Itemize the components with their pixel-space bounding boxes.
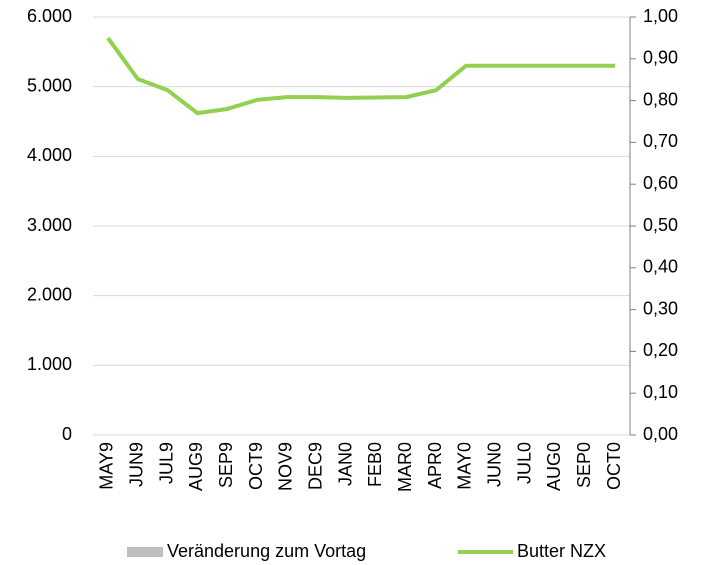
x-tick-label: NOV9 xyxy=(276,442,296,491)
x-tick-label: JUN0 xyxy=(485,442,505,487)
x-tick-label: OCT0 xyxy=(604,442,624,490)
x-tick-label: AUG0 xyxy=(544,442,564,491)
y2-tick-label: 0,50 xyxy=(643,215,678,235)
y2-tick-label: 0,60 xyxy=(643,173,678,193)
x-tick-label: JUN9 xyxy=(127,442,147,487)
y2-tick-label: 0,90 xyxy=(643,48,678,68)
y2-tick-label: 0,80 xyxy=(643,89,678,109)
y2-tick-label: 0,10 xyxy=(643,382,678,402)
legend-label: Veränderung zum Vortag xyxy=(167,541,366,561)
x-tick-label: SEP9 xyxy=(216,442,236,488)
x-tick-label: MAY9 xyxy=(97,442,117,490)
x-tick-label: APR0 xyxy=(425,442,445,489)
y2-tick-label: 1,00 xyxy=(643,6,678,26)
x-tick-label: AUG9 xyxy=(186,442,206,491)
legend-swatch xyxy=(127,547,163,557)
x-tick-label: MAY0 xyxy=(455,442,475,490)
y-tick-label: 3.000 xyxy=(27,215,72,235)
y-tick-label: 5.000 xyxy=(27,75,72,95)
y2-tick-label: 0,30 xyxy=(643,298,678,318)
y2-tick-label: 0,70 xyxy=(643,131,678,151)
line xyxy=(106,36,616,116)
y2-tick-label: 0,20 xyxy=(643,340,678,360)
x-tick-label: JAN0 xyxy=(335,442,355,486)
y-tick-label: 4.000 xyxy=(27,145,72,165)
x-tick-label: MAR0 xyxy=(395,442,415,492)
y-tick-label: 0 xyxy=(62,424,72,444)
x-tick-label: OCT9 xyxy=(246,442,266,490)
y2-tick-label: 0,00 xyxy=(643,424,678,444)
x-tick-label: DEC9 xyxy=(306,442,326,490)
y-tick-label: 1.000 xyxy=(27,354,72,374)
y2-tick-label: 0,40 xyxy=(643,257,678,277)
x-tick-label: JUL0 xyxy=(514,442,534,484)
x-tick-label: FEB0 xyxy=(365,442,385,487)
y-tick-label: 6.000 xyxy=(27,6,72,26)
x-tick-label: SEP0 xyxy=(574,442,594,488)
x-tick-label: JUL9 xyxy=(156,442,176,484)
legend-label: Butter NZX xyxy=(517,541,606,561)
y-tick-label: 2.000 xyxy=(27,284,72,304)
